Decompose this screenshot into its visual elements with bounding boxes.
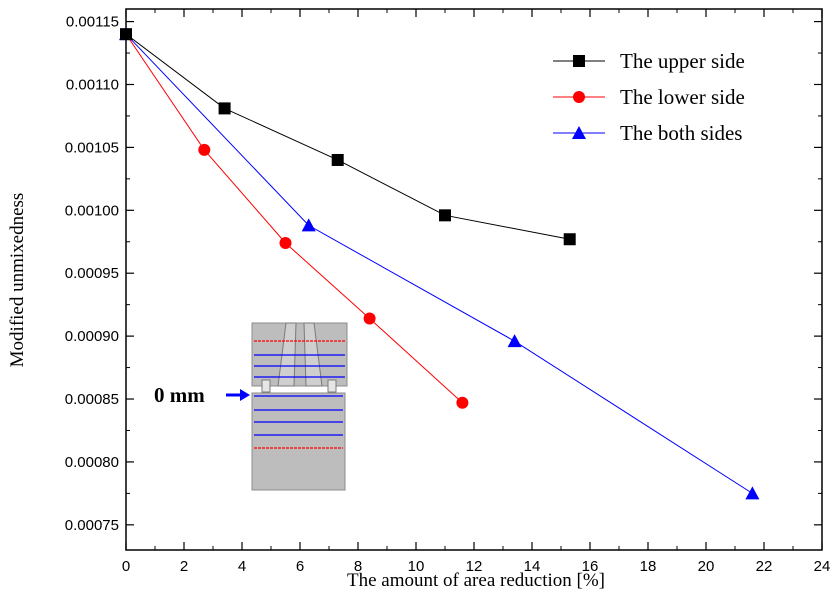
x-axis-title: The amount of area reduction [%] (347, 570, 605, 591)
legend-label: The lower side (620, 85, 745, 109)
inset-lower-block (251, 392, 346, 491)
legend-marker (573, 91, 585, 103)
x-tick-label: 6 (296, 558, 304, 575)
legend-label: The both sides (620, 121, 742, 145)
data-point (331, 153, 344, 166)
y-tick-label: 0.00075 (65, 517, 119, 534)
legend-marker (573, 55, 585, 67)
x-tick-label: 22 (756, 558, 773, 575)
data-point (279, 237, 292, 250)
data-point (218, 102, 231, 115)
x-tick-label: 10 (408, 558, 425, 575)
legend-label: The upper side (620, 49, 745, 73)
inset-notch-right (327, 379, 337, 393)
x-tick-label: 16 (582, 558, 599, 575)
series-square (120, 28, 576, 246)
series-line (125, 33, 753, 494)
y-tick-label: 0.00095 (65, 265, 119, 282)
x-tick-label: 8 (354, 558, 362, 575)
data-point (363, 312, 376, 325)
data-point (120, 28, 132, 41)
y-tick-label: 0.00100 (65, 202, 119, 219)
data-point (563, 233, 576, 246)
legend: The upper side The lower side The both sid… (553, 49, 745, 145)
x-tick-label: 4 (238, 558, 246, 575)
x-tick-label: 0 (122, 558, 130, 575)
data-point (301, 218, 316, 232)
data-point (439, 209, 451, 222)
inset-label: 0 mm (154, 383, 205, 407)
series-layer (119, 27, 760, 500)
x-tick-label: 18 (640, 558, 657, 575)
x-tick-label: 14 (524, 558, 541, 575)
data-point (507, 334, 522, 348)
x-tick-label: 24 (814, 558, 831, 575)
y-tick-label: 0.00105 (65, 139, 119, 156)
series-line (125, 33, 570, 240)
x-tick-label: 2 (180, 558, 188, 575)
series-circle (120, 28, 469, 409)
inset-arrow-head (240, 389, 250, 401)
data-point (745, 486, 760, 500)
y-tick-label: 0.00110 (66, 76, 119, 93)
legend-marker (572, 126, 586, 139)
inset-notch-left (261, 379, 271, 393)
y-tick-label: 0.00080 (65, 454, 119, 471)
inset-diagram: 0 mm (154, 322, 348, 491)
y-tick-label: 0.00115 (66, 14, 119, 31)
y-axis-title: Modified unmixedness (7, 193, 28, 368)
data-point (198, 143, 211, 156)
y-tick-label: 0.00085 (65, 391, 119, 408)
x-tick-label: 20 (698, 558, 715, 575)
axes: 0 2 4 6 8 10 12 14 16 18 20 22 240.000750.000800.000… (65, 8, 831, 575)
data-point (456, 396, 469, 409)
y-tick-label: 0.00090 (65, 328, 119, 345)
x-tick-label: 12 (466, 558, 483, 575)
